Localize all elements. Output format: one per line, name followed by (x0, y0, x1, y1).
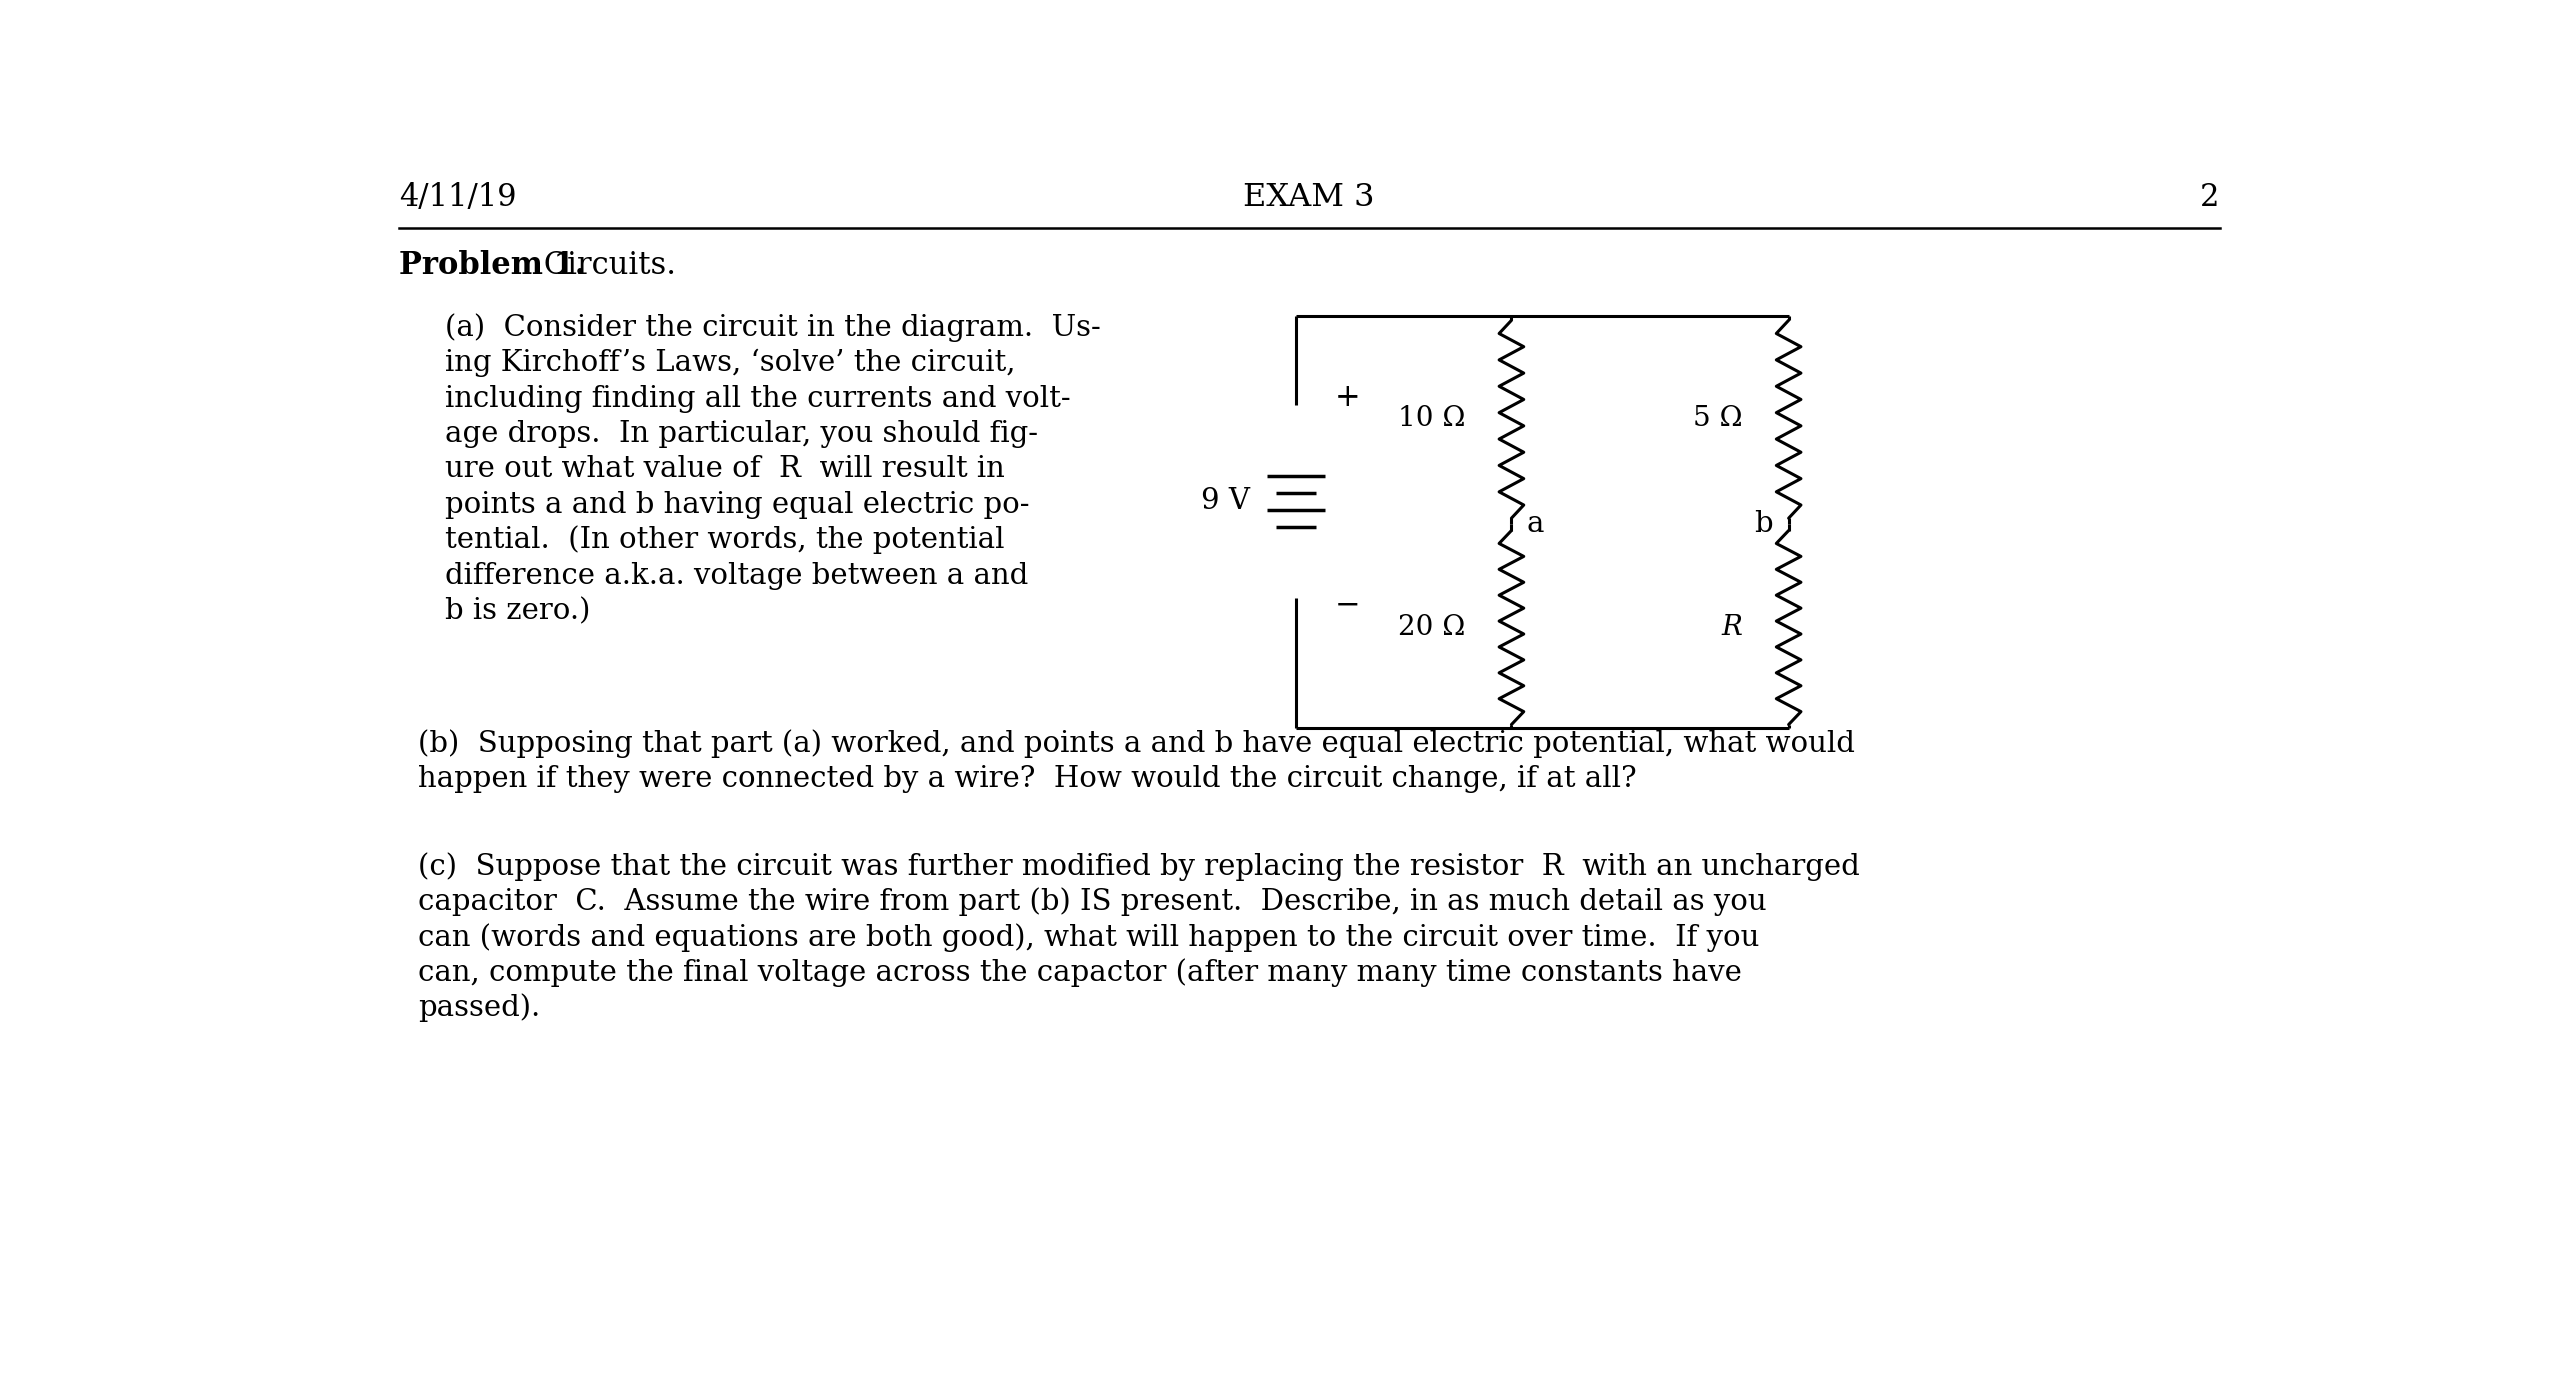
Text: points a and b having equal electric po-: points a and b having equal electric po- (444, 491, 1029, 518)
Text: tential.  (In other words, the potential: tential. (In other words, the potential (444, 525, 1004, 554)
Text: Circuits.: Circuits. (534, 249, 677, 281)
Text: difference a.k.a. voltage between a and: difference a.k.a. voltage between a and (444, 561, 1029, 589)
Text: can, compute the final voltage across the capactor (after many many time constan: can, compute the final voltage across th… (419, 958, 1742, 987)
Text: 9 V: 9 V (1200, 488, 1249, 516)
Text: EXAM 3: EXAM 3 (1244, 183, 1374, 213)
Text: 20 Ω: 20 Ω (1397, 614, 1466, 642)
Text: ing Kirchoff’s Laws, ‘solve’ the circuit,: ing Kirchoff’s Laws, ‘solve’ the circuit… (444, 349, 1016, 377)
Text: 5 Ω: 5 Ω (1693, 405, 1742, 432)
Text: Problem 1.: Problem 1. (398, 249, 585, 281)
Text: age drops.  In particular, you should fig-: age drops. In particular, you should fig… (444, 420, 1037, 448)
Text: b: b (1755, 510, 1772, 538)
Text: −: − (1333, 589, 1359, 621)
Text: (b)  Supposing that part (a) worked, and points a and b have equal electric pote: (b) Supposing that part (a) worked, and … (419, 729, 1854, 758)
Text: (c)  Suppose that the circuit was further modified by replacing the resistor  R : (c) Suppose that the circuit was further… (419, 852, 1859, 880)
Text: (a)  Consider the circuit in the diagram.  Us-: (a) Consider the circuit in the diagram.… (444, 313, 1101, 342)
Text: a: a (1527, 510, 1545, 538)
Text: passed).: passed). (419, 994, 541, 1023)
Text: can (words and equations are both good), what will happen to the circuit over ti: can (words and equations are both good),… (419, 923, 1760, 952)
Text: 2: 2 (2202, 183, 2219, 213)
Text: 4/11/19: 4/11/19 (398, 183, 516, 213)
Text: 10 Ω: 10 Ω (1397, 405, 1466, 432)
Text: b is zero.): b is zero.) (444, 597, 590, 625)
Text: capacitor  C.  Assume the wire from part (b) IS present.  Describe, in as much d: capacitor C. Assume the wire from part (… (419, 887, 1767, 916)
Text: including finding all the currents and volt-: including finding all the currents and v… (444, 384, 1070, 413)
Text: ure out what value of  R  will result in: ure out what value of R will result in (444, 456, 1004, 484)
Text: +: + (1333, 381, 1359, 413)
Text: happen if they were connected by a wire?  How would the circuit change, if at al: happen if they were connected by a wire?… (419, 765, 1637, 793)
Text: R: R (1721, 614, 1742, 642)
